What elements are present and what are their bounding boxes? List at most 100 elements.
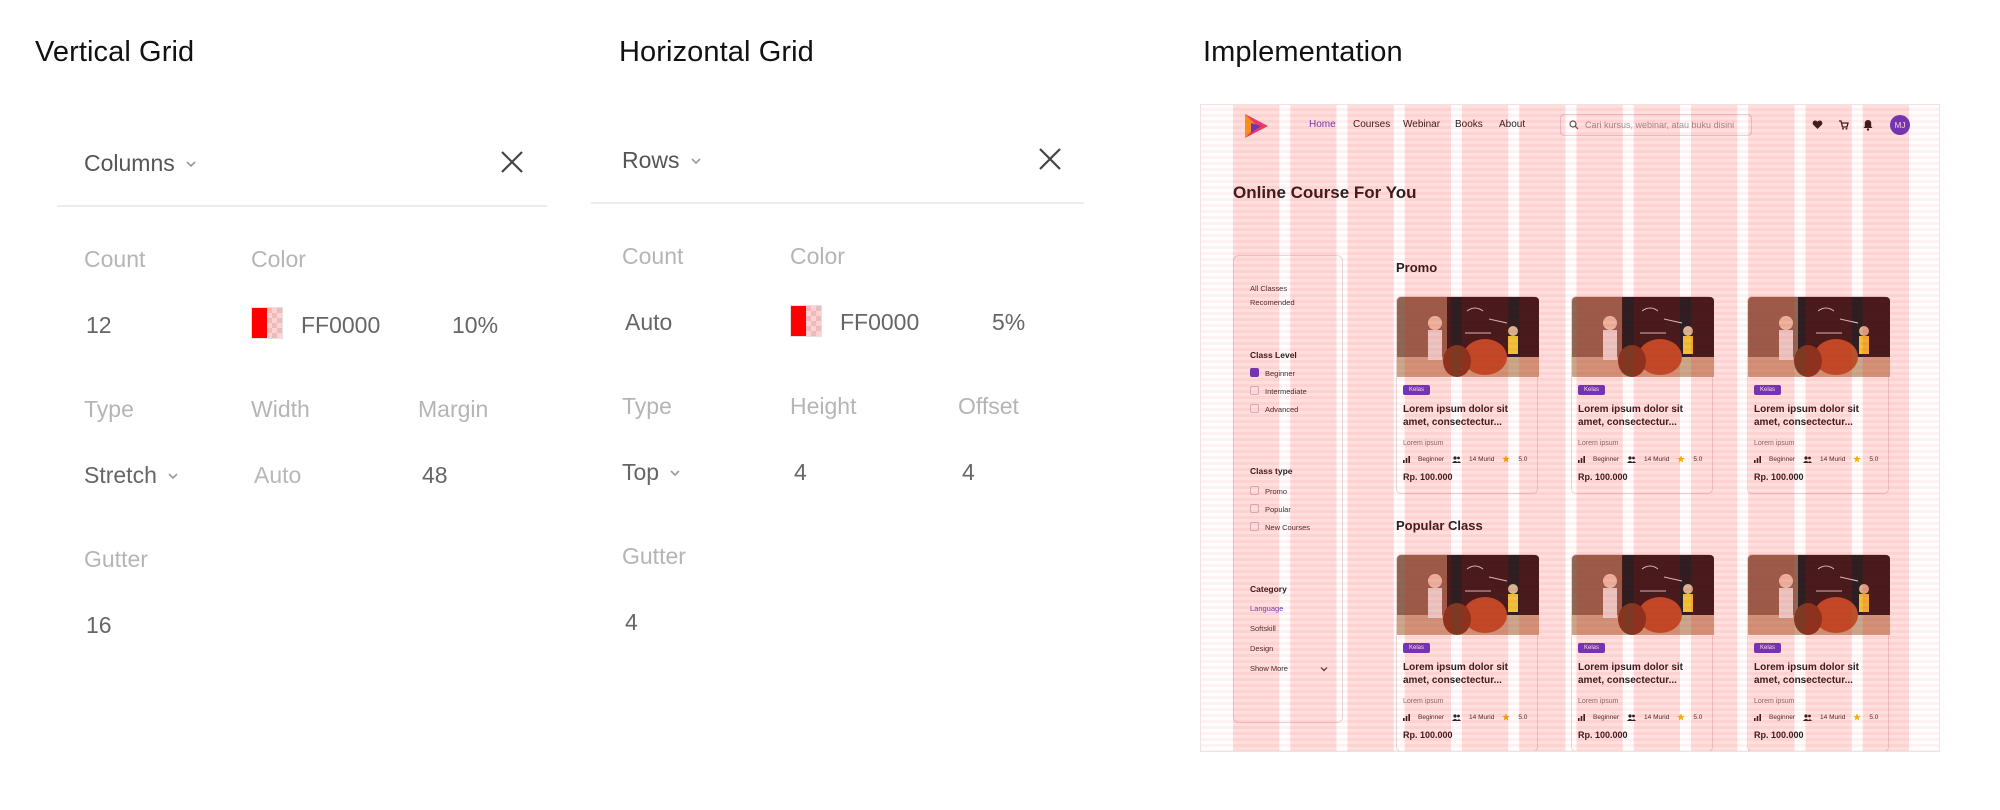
grid-row: [1201, 222, 1939, 225]
level-bars-icon: [1578, 455, 1585, 463]
nav-link-webinar[interactable]: Webinar: [1403, 119, 1441, 130]
level-bars-icon: [1754, 455, 1761, 463]
offset-input[interactable]: 4: [962, 459, 975, 485]
classroom-image-icon: [1397, 297, 1539, 377]
classroom-image-icon: [1748, 555, 1890, 635]
implementation-preview: Home Courses Webinar Books About Cari ku…: [1200, 104, 1940, 752]
level-bars-icon: [1754, 713, 1761, 721]
course-card[interactable]: Kelas Lorem ipsum dolor sit amet, consec…: [1747, 554, 1890, 751]
course-meta: Beginner 14 Murid 5.0: [1403, 455, 1527, 463]
color-hex-input[interactable]: FF0000: [840, 309, 920, 335]
count-input[interactable]: 12: [86, 312, 112, 338]
color-label: Color: [790, 243, 845, 269]
heart-icon[interactable]: [1812, 120, 1823, 130]
course-level: Beginner: [1593, 455, 1620, 463]
opacity-input[interactable]: 5%: [992, 309, 1026, 335]
search-input[interactable]: Cari kursus, webinar, atau buku disini: [1560, 114, 1752, 136]
width-input[interactable]: Auto: [254, 462, 302, 488]
course-title[interactable]: Lorem ipsum dolor sit amet, consectectur…: [1578, 404, 1684, 428]
checkbox-intermediate[interactable]: [1250, 386, 1259, 395]
nav-link-courses[interactable]: Courses: [1353, 119, 1391, 130]
course-card[interactable]: Kelas Lorem ipsum dolor sit amet, consec…: [1571, 554, 1714, 751]
color-label: Color: [251, 246, 306, 272]
color-swatch[interactable]: [251, 307, 283, 339]
color-swatch[interactable]: [790, 305, 822, 337]
course-title[interactable]: Lorem ipsum dolor sit amet, consectectur…: [1578, 662, 1684, 686]
chevron-down-icon: [186, 160, 196, 167]
star-icon: [1502, 713, 1511, 721]
opacity-input[interactable]: 10%: [452, 312, 499, 338]
gutter-input[interactable]: 16: [86, 612, 112, 638]
course-card[interactable]: Kelas Lorem ipsum dolor sit amet, consec…: [1396, 296, 1539, 494]
category-language[interactable]: Language: [1250, 604, 1284, 613]
type-dropdown[interactable]: Stretch: [84, 462, 179, 489]
chevron-down-icon: [670, 469, 680, 476]
classroom-image-icon: [1572, 555, 1714, 635]
close-icon[interactable]: [1036, 145, 1064, 173]
checkbox-beginner[interactable]: [1250, 368, 1259, 377]
category-design[interactable]: Design: [1250, 644, 1274, 653]
chevron-down-icon[interactable]: [1320, 665, 1328, 673]
course-thumbnail: [1748, 555, 1890, 635]
search-icon: [1569, 120, 1579, 130]
nav-link-home[interactable]: Home: [1309, 119, 1336, 130]
checkbox-advanced[interactable]: [1250, 404, 1259, 413]
avatar[interactable]: MJ: [1890, 115, 1910, 135]
grid-row: [1201, 150, 1939, 153]
course-title[interactable]: Lorem ipsum dolor sit amet, consectectur…: [1403, 662, 1509, 686]
students-icon: [1803, 713, 1813, 721]
filter-sidebar: All Classes Recomended Class Level Begin…: [1233, 255, 1343, 723]
category-softskill[interactable]: Softskill: [1250, 624, 1276, 633]
grid-row: [1201, 108, 1939, 111]
gutter-input[interactable]: 4: [625, 609, 638, 635]
show-more-link[interactable]: Show More: [1250, 664, 1288, 673]
grid-row: [1201, 156, 1939, 159]
course-card[interactable]: Kelas Lorem ipsum dolor sit amet, consec…: [1571, 296, 1714, 494]
course-thumbnail: [1572, 555, 1714, 635]
color-swatch-solid: [252, 308, 267, 338]
horizontal-grid-title: Horizontal Grid: [619, 36, 814, 68]
count-input[interactable]: Auto: [625, 309, 673, 335]
cart-icon[interactable]: [1838, 120, 1849, 130]
course-card[interactable]: Kelas Lorem ipsum dolor sit amet, consec…: [1747, 296, 1890, 494]
grid-row: [1201, 138, 1939, 141]
course-thumbnail: [1748, 297, 1890, 377]
course-rating: 5.0: [1518, 713, 1528, 721]
classroom-image-icon: [1748, 297, 1890, 377]
grid-row: [1201, 162, 1939, 165]
checkbox-promo[interactable]: [1250, 486, 1259, 495]
course-price: Rp. 100.000: [1403, 472, 1453, 482]
checkbox-label: Popular: [1265, 505, 1291, 514]
course-author: Lorem ipsum: [1754, 440, 1795, 447]
course-level: Beginner: [1418, 455, 1445, 463]
course-price: Rp. 100.000: [1403, 730, 1453, 740]
star-icon: [1677, 713, 1686, 721]
close-icon[interactable]: [498, 148, 526, 176]
nav-link-books[interactable]: Books: [1455, 119, 1483, 130]
course-meta: Beginner 14 Murid 5.0: [1578, 455, 1702, 463]
checkbox-popular[interactable]: [1250, 504, 1259, 513]
sidebar-link-all-classes[interactable]: All Classes: [1250, 284, 1288, 293]
color-hex-input[interactable]: FF0000: [301, 312, 381, 338]
classroom-image-icon: [1572, 297, 1714, 377]
course-title[interactable]: Lorem ipsum dolor sit amet, consectectur…: [1754, 662, 1860, 686]
margin-input[interactable]: 48: [422, 462, 448, 488]
course-card[interactable]: Kelas Lorem ipsum dolor sit amet, consec…: [1396, 554, 1539, 751]
nav-link-about[interactable]: About: [1499, 119, 1526, 130]
sidebar-link-recomended[interactable]: Recomended: [1250, 298, 1295, 307]
layout-type-dropdown[interactable]: Columns: [84, 150, 197, 177]
course-author: Lorem ipsum: [1403, 698, 1444, 705]
course-title[interactable]: Lorem ipsum dolor sit amet, consectectur…: [1754, 404, 1860, 428]
bell-icon[interactable]: [1863, 119, 1873, 131]
layout-type-dropdown[interactable]: Rows: [622, 147, 702, 174]
course-title[interactable]: Lorem ipsum dolor sit amet, consectectur…: [1403, 404, 1509, 428]
type-dropdown[interactable]: Top: [622, 459, 681, 486]
course-badge: Kelas: [1578, 643, 1606, 653]
gutter-label: Gutter: [622, 543, 686, 569]
color-swatch-tint: [267, 308, 282, 338]
course-meta: Beginner 14 Murid 5.0: [1754, 455, 1878, 463]
course-author: Lorem ipsum: [1754, 698, 1795, 705]
height-input[interactable]: 4: [794, 459, 807, 485]
page-title: Online Course For You: [1233, 183, 1417, 202]
checkbox-new-courses[interactable]: [1250, 522, 1259, 531]
